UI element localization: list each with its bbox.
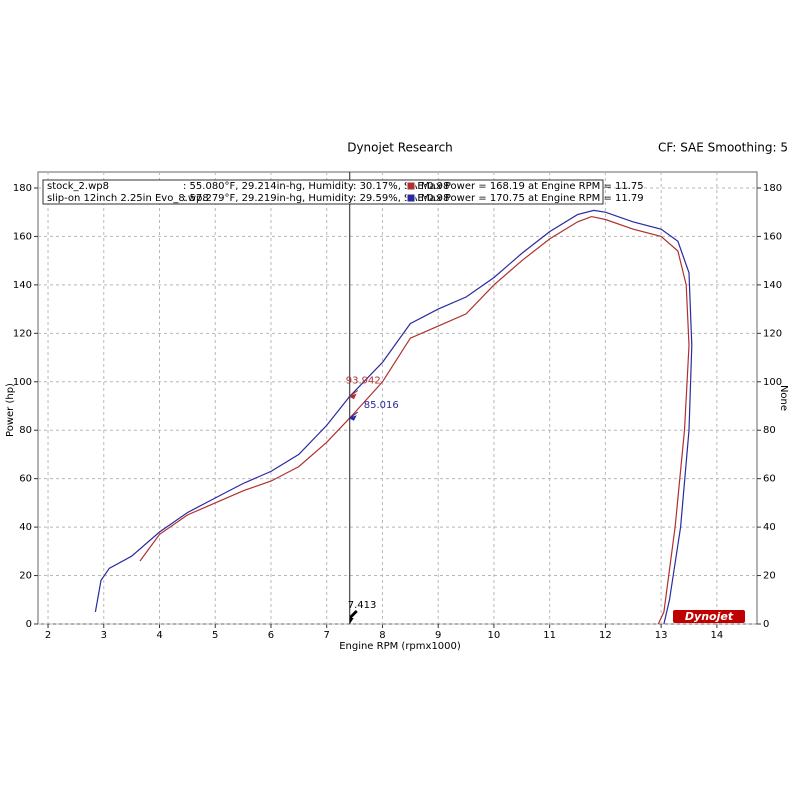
- x-tick-label: 4: [156, 630, 162, 641]
- cursor-arrow: [349, 610, 358, 624]
- legend-conditions: : 57.279°F, 29.219in-hg, Humidity: 29.59…: [183, 193, 449, 204]
- legend-swatch: [406, 181, 416, 191]
- x-tick-label: 5: [212, 630, 218, 641]
- x-tick-label: 9: [435, 630, 441, 641]
- y2-tick-label: 160: [763, 231, 782, 242]
- legend-max: Max Power = 168.19 at Engine RPM = 11.75: [421, 181, 644, 192]
- y2-tick-label: 120: [763, 328, 782, 339]
- x-tick-label: 13: [655, 630, 668, 641]
- y-tick-label: 0: [26, 619, 32, 630]
- legend-name: slip-on 12inch 2.25in Evo_8.wp8: [47, 193, 209, 204]
- cursor-point: [348, 411, 359, 421]
- logo-box: [673, 610, 745, 623]
- logo: Dynojet: [685, 610, 734, 623]
- y-axis-label: Power (hp): [5, 383, 16, 437]
- x-tick-label: 10: [488, 630, 501, 641]
- y-tick-label: 40: [19, 522, 32, 533]
- y-tick-label: 20: [19, 571, 32, 582]
- y2-tick-label: 20: [763, 571, 776, 582]
- legend-max: Max Power = 170.75 at Engine RPM = 11.79: [421, 193, 644, 204]
- x-tick-label: 12: [599, 630, 612, 641]
- chart-title: Dynojet Research: [347, 141, 453, 155]
- x-tick-label: 6: [268, 630, 274, 641]
- y-tick-label: 180: [13, 183, 32, 194]
- y2-tick-label: 80: [763, 425, 776, 436]
- cursor-x-label: 7.413: [348, 600, 377, 611]
- legend-name: stock_2.wp8: [47, 181, 109, 192]
- y-tick-label: 120: [13, 328, 32, 339]
- cursor-point: [348, 390, 359, 400]
- x-tick-label: 7: [324, 630, 330, 641]
- x-tick-label: 3: [101, 630, 107, 641]
- y2-tick-label: 60: [763, 474, 776, 485]
- y2-tick-label: 140: [763, 280, 782, 291]
- y-tick-label: 80: [19, 425, 32, 436]
- legend-box: [42, 179, 604, 205]
- legend-swatch: [406, 193, 416, 203]
- y-tick-label: 160: [13, 231, 32, 242]
- y2-axis-label: None: [778, 385, 789, 411]
- y2-tick-label: 40: [763, 522, 776, 533]
- x-tick-label: 14: [711, 630, 724, 641]
- x-tick-label: 2: [45, 630, 51, 641]
- x-tick-label: 8: [379, 630, 385, 641]
- y-tick-label: 60: [19, 474, 32, 485]
- power-line: [94, 209, 693, 625]
- plot-area: [37, 171, 758, 625]
- y2-tick-label: 100: [763, 377, 782, 388]
- x-tick-label: 11: [543, 630, 556, 641]
- x-axis-label: Engine RPM (rpmx1000): [339, 641, 461, 652]
- chart-subtitle: CF: SAE Smoothing: 5: [658, 141, 788, 155]
- cursor-value-label: 93.942: [346, 375, 381, 386]
- power-line: [139, 215, 690, 625]
- y-tick-label: 100: [13, 377, 32, 388]
- cursor-value-label: 85.016: [364, 400, 399, 411]
- y-tick-label: 140: [13, 280, 32, 291]
- y2-tick-label: 0: [763, 619, 769, 630]
- legend-conditions: : 55.080°F, 29.214in-hg, Humidity: 30.17…: [183, 181, 449, 192]
- y2-tick-label: 180: [763, 183, 782, 194]
